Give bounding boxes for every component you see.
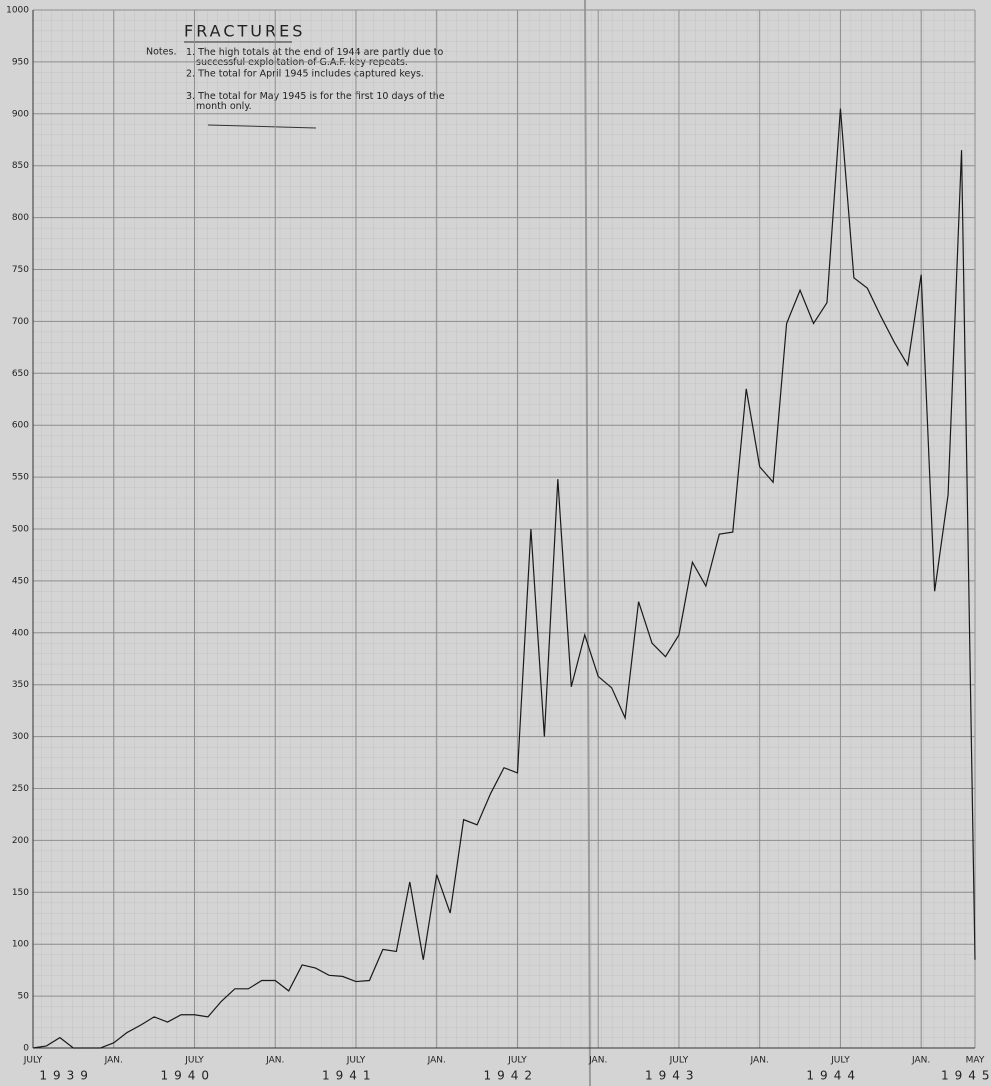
y-tick-label: 0 <box>23 1044 29 1054</box>
x-tick-label: JULY <box>830 1056 850 1066</box>
x-tick-label: JAN. <box>104 1056 123 1066</box>
y-tick-label: 950 <box>12 57 29 67</box>
note: 2. The total for April 1945 includes cap… <box>186 69 424 80</box>
axes: 0 50 100 150 200 250 300 350 400 450 500 550 600 650 7… <box>6 6 991 1083</box>
y-tick-label: 900 <box>12 109 29 119</box>
y-tick-label: 100 <box>12 940 29 950</box>
x-tick-label: MAY <box>966 1056 985 1066</box>
y-tick-label: 500 <box>12 525 29 535</box>
x-tick-label: JULY <box>184 1056 204 1066</box>
x-tick-label: JULY <box>507 1056 527 1066</box>
note: 3. The total for May 1945 is for the fir… <box>186 91 445 112</box>
y-tick-label: 300 <box>12 732 29 742</box>
x-year-label: 1944 <box>806 1069 861 1083</box>
x-tick-label: JAN. <box>265 1056 284 1066</box>
chart-title: FRACTURES <box>184 22 305 41</box>
y-tick-label: 1000 <box>6 6 29 16</box>
y-tick-label: 750 <box>12 265 29 275</box>
x-tick-label: JULY <box>669 1056 689 1066</box>
y-tick-label: 50 <box>18 992 30 1002</box>
y-tick-label: 400 <box>12 628 29 638</box>
y-tick-label: 450 <box>12 576 29 586</box>
x-tick-label: JULY <box>23 1056 43 1066</box>
x-tick-label: JAN. <box>588 1056 607 1066</box>
x-year-label: 1939 <box>39 1069 94 1083</box>
y-tick-label: 600 <box>12 421 29 431</box>
x-year-label: 1943 <box>645 1069 700 1083</box>
y-tick-label: 200 <box>12 836 29 846</box>
note: 1. The high totals at the end of 1944 ar… <box>186 47 443 68</box>
y-tick-label: 700 <box>12 317 29 327</box>
y-tick-label: 250 <box>12 784 29 794</box>
y-tick-label: 650 <box>12 369 29 379</box>
x-year-label: 1940 <box>160 1069 215 1083</box>
x-tick-label: JAN. <box>911 1056 930 1066</box>
x-tick-label: JAN. <box>427 1056 446 1066</box>
data-line <box>32 108 976 1049</box>
y-tick-label: 550 <box>12 473 29 483</box>
x-year-label: 1945 <box>941 1069 991 1083</box>
y-tick-label: 350 <box>12 680 29 690</box>
y-tick-label: 150 <box>12 888 29 898</box>
page-fold <box>584 0 591 1086</box>
notes-heading: Notes. <box>146 47 176 58</box>
y-tick-label: 800 <box>12 213 29 223</box>
x-tick-label: JULY <box>346 1056 366 1066</box>
y-tick-label: 850 <box>12 161 29 171</box>
x-year-label: 1941 <box>322 1069 377 1083</box>
x-year-label: 1942 <box>483 1069 538 1083</box>
x-tick-label: JAN. <box>750 1056 769 1066</box>
notes-rule <box>207 124 317 129</box>
